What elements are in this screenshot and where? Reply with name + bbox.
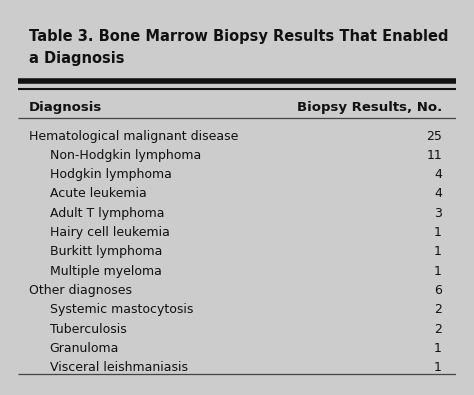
Text: Systemic mastocytosis: Systemic mastocytosis [50, 303, 193, 316]
Text: 1: 1 [434, 226, 442, 239]
Text: Tuberculosis: Tuberculosis [50, 323, 126, 336]
Text: Visceral leishmaniasis: Visceral leishmaniasis [50, 361, 188, 374]
Text: 1: 1 [434, 342, 442, 355]
Text: Table 3. Bone Marrow Biopsy Results That Enabled: Table 3. Bone Marrow Biopsy Results That… [29, 28, 448, 43]
Text: Biopsy Results, No.: Biopsy Results, No. [297, 101, 442, 114]
Text: Adult T lymphoma: Adult T lymphoma [50, 207, 164, 220]
Text: 11: 11 [426, 149, 442, 162]
Text: Burkitt lymphoma: Burkitt lymphoma [50, 245, 162, 258]
Text: Diagnosis: Diagnosis [29, 101, 102, 114]
Text: 1: 1 [434, 245, 442, 258]
Text: Acute leukemia: Acute leukemia [50, 188, 146, 201]
Text: a Diagnosis: a Diagnosis [29, 51, 125, 66]
Text: 1: 1 [434, 265, 442, 278]
Text: 4: 4 [434, 168, 442, 181]
Text: Non-Hodgkin lymphoma: Non-Hodgkin lymphoma [50, 149, 201, 162]
Text: 6: 6 [434, 284, 442, 297]
Text: 3: 3 [434, 207, 442, 220]
Text: 2: 2 [434, 303, 442, 316]
Text: Hodgkin lymphoma: Hodgkin lymphoma [50, 168, 172, 181]
Text: Hematological malignant disease: Hematological malignant disease [29, 130, 238, 143]
Text: Other diagnoses: Other diagnoses [29, 284, 132, 297]
Text: 25: 25 [426, 130, 442, 143]
Text: 1: 1 [434, 361, 442, 374]
Text: 2: 2 [434, 323, 442, 336]
Text: Granuloma: Granuloma [50, 342, 119, 355]
Text: 4: 4 [434, 188, 442, 201]
Text: Multiple myeloma: Multiple myeloma [50, 265, 162, 278]
Text: Hairy cell leukemia: Hairy cell leukemia [50, 226, 169, 239]
